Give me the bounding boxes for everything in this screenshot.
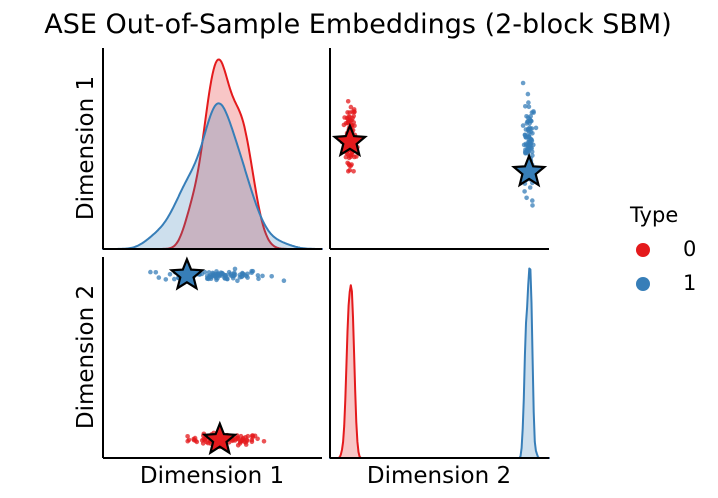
legend-label-1: 1: [683, 271, 696, 295]
p10-point-series-1: [269, 274, 275, 279]
p01-point-series-0: [348, 163, 354, 169]
axis-spines: [102, 48, 549, 459]
panel-dim2-kde: [329, 267, 550, 459]
p01-point-series-1: [525, 91, 531, 97]
p01-point-series-1: [522, 189, 527, 194]
p01-point-series-1: [533, 125, 539, 131]
x-axis-label-col2: Dimension 2: [367, 463, 511, 489]
p01-point-series-0: [343, 121, 349, 126]
p10-point-series-1: [172, 276, 177, 282]
p01-point-series-1: [530, 198, 535, 203]
p10-point-series-1: [219, 270, 225, 276]
p01-out-of-sample-star-0: [331, 122, 368, 158]
p01-point-series-0: [345, 99, 351, 104]
p10-point-series-1: [232, 266, 238, 272]
p10-point-series-1: [148, 269, 153, 275]
p10-point-series-1: [256, 276, 261, 282]
p10-point-series-1: [167, 272, 173, 277]
panel-dim2-vs-dim1-scatter: [331, 80, 548, 208]
p01-point-series-1: [525, 119, 531, 124]
p10-point-series-0: [205, 440, 211, 446]
p01-point-series-1: [524, 195, 529, 201]
p10-point-series-0: [186, 437, 192, 443]
p10-point-series-1: [153, 270, 159, 275]
chart-title: ASE Out-of-Sample Embeddings (2-block SB…: [44, 9, 672, 40]
p10-point-series-0: [185, 434, 190, 439]
p10-point-series-1: [260, 273, 265, 279]
p00-kde-series-1: [102, 102, 323, 250]
p01-point-series-1: [530, 131, 535, 136]
p01-point-series-0: [347, 167, 353, 173]
p01-point-series-1: [526, 134, 532, 139]
p10-point-series-1: [223, 273, 229, 278]
legend-title: Type: [629, 203, 678, 227]
p01-point-series-1: [523, 104, 528, 109]
p01-point-series-1: [531, 110, 536, 115]
x-axis-label-col1: Dimension 1: [140, 463, 284, 489]
p10-point-series-1: [232, 272, 238, 278]
panel-dim1-kde: [102, 58, 323, 250]
p10-point-series-1: [163, 277, 169, 282]
p01-point-series-1: [520, 123, 526, 128]
p10-point-series-1: [226, 269, 232, 275]
p01-point-series-1: [526, 100, 531, 105]
p10-point-series-1: [255, 273, 261, 278]
p01-point-series-1: [530, 203, 535, 208]
p10-point-series-0: [242, 439, 247, 444]
p01-point-series-1: [526, 104, 532, 110]
p01-point-series-0: [351, 169, 356, 174]
p11-kde-series-0: [329, 284, 550, 459]
p10-point-series-1: [212, 273, 217, 279]
p01-out-of-sample-star-1: [511, 152, 548, 188]
y-axis-label-row1: Dimension 1: [73, 76, 99, 220]
p10-point-series-0: [194, 439, 200, 445]
p10-point-series-1: [239, 273, 245, 279]
p01-point-series-1: [527, 185, 533, 190]
p10-point-series-0: [237, 441, 243, 446]
p01-point-series-0: [348, 104, 354, 110]
p01-point-series-0: [354, 154, 359, 159]
p01-point-series-1: [526, 144, 531, 149]
p01-point-series-0: [345, 117, 351, 122]
legend-marker-0: [636, 243, 650, 257]
p10-point-series-0: [202, 437, 207, 443]
p01-point-series-1: [522, 132, 528, 138]
p10-point-series-1: [249, 268, 254, 274]
p10-point-series-1: [156, 275, 162, 280]
p01-point-series-0: [347, 153, 352, 158]
p10-out-of-sample-star-1: [168, 256, 206, 291]
p10-point-series-1: [281, 278, 287, 284]
panel-dim1-vs-dim2-scatter: [148, 256, 287, 456]
p01-point-series-0: [345, 160, 350, 166]
p01-point-series-1: [527, 125, 532, 130]
p11-kde-series-1: [329, 267, 550, 459]
legend-label-0: 0: [683, 237, 696, 261]
p01-point-series-0: [350, 109, 355, 114]
p10-point-series-0: [250, 435, 255, 440]
p10-point-series-0: [255, 436, 260, 442]
p10-point-series-1: [224, 276, 230, 282]
p10-point-series-1: [235, 278, 240, 284]
p01-point-series-1: [520, 80, 526, 86]
p10-point-series-0: [261, 439, 267, 444]
y-axis-label-row2: Dimension 2: [73, 285, 99, 429]
p10-point-series-0: [191, 436, 196, 442]
p01-point-series-1: [529, 137, 534, 143]
p10-out-of-sample-star-0: [201, 420, 238, 456]
legend-marker-1: [636, 277, 650, 291]
legend: Type 0 1: [629, 203, 696, 295]
